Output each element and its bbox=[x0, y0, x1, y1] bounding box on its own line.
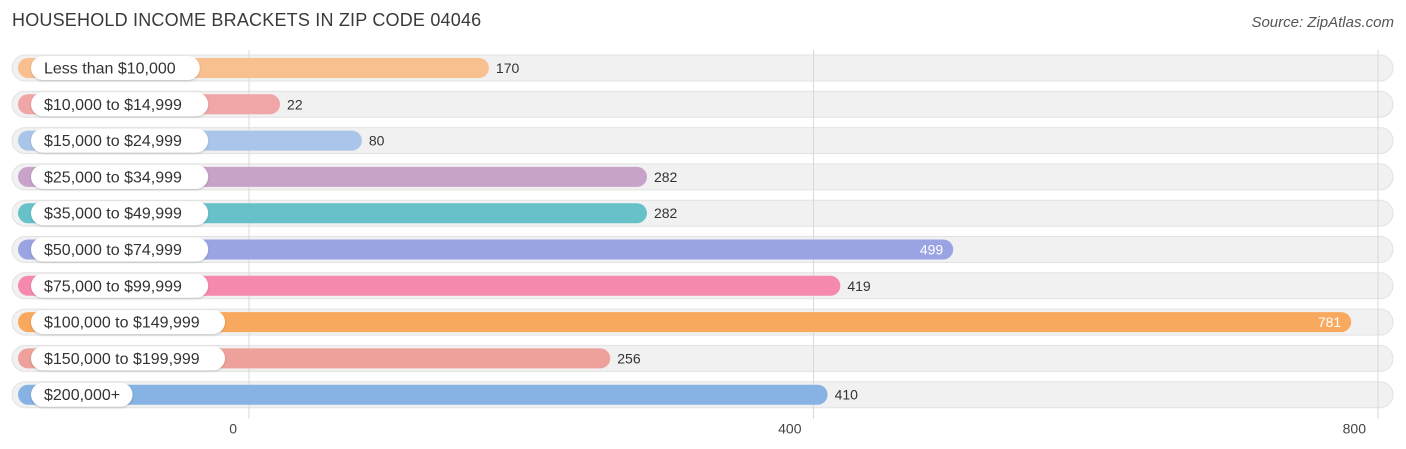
bar-group: $150,000 to $199,999 256 bbox=[18, 346, 641, 371]
source-note: Source: ZipAtlas.com bbox=[1251, 14, 1394, 31]
x-tick-label: 0 bbox=[229, 421, 237, 437]
category-pill bbox=[31, 92, 209, 117]
bar-group: $10,000 to $14,999 22 bbox=[18, 92, 303, 117]
bar bbox=[18, 239, 954, 260]
bar-group: $50,000 to $74,999 499 bbox=[18, 237, 954, 262]
bar-group: $75,000 to $99,999 419 bbox=[18, 273, 871, 298]
bar-group: $25,000 to $34,999 282 bbox=[18, 164, 678, 189]
bar-group: $35,000 to $49,999 282 bbox=[18, 201, 678, 226]
bar-group: $200,000+ 410 bbox=[18, 382, 859, 407]
value-label: 781 bbox=[1318, 314, 1342, 330]
category-label: $200,000+ bbox=[44, 387, 120, 404]
value-label: 282 bbox=[654, 169, 678, 185]
value-label: 282 bbox=[654, 205, 678, 221]
bar-group: Less than $10,000 170 bbox=[18, 56, 519, 80]
value-label: 22 bbox=[287, 96, 303, 112]
chart-title: HOUSEHOLD INCOME BRACKETS IN ZIP CODE 04… bbox=[12, 10, 482, 30]
value-label: 410 bbox=[835, 387, 859, 403]
category-pill bbox=[31, 56, 200, 80]
value-label: 419 bbox=[847, 278, 871, 294]
category-label: $10,000 to $14,999 bbox=[44, 97, 182, 114]
category-pill bbox=[31, 237, 209, 262]
category-label: $150,000 to $199,999 bbox=[44, 351, 200, 368]
x-tick-label: 400 bbox=[778, 421, 802, 437]
category-label: $50,000 to $74,999 bbox=[44, 242, 182, 259]
value-label: 170 bbox=[496, 60, 520, 76]
category-pill bbox=[31, 164, 209, 189]
category-pill bbox=[31, 128, 209, 153]
category-pill bbox=[31, 273, 209, 298]
bar bbox=[18, 275, 841, 296]
category-label: $15,000 to $24,999 bbox=[44, 133, 182, 150]
x-tick-label: 800 bbox=[1343, 421, 1367, 437]
category-label: Less than $10,000 bbox=[44, 61, 176, 78]
x-axis-ticks: 0 400 800 bbox=[229, 421, 1366, 437]
value-label: 256 bbox=[617, 350, 641, 366]
category-label: $75,000 to $99,999 bbox=[44, 278, 182, 295]
category-pill bbox=[31, 346, 225, 371]
bar bbox=[18, 312, 1352, 333]
bars: Less than $10,000 170 $10,000 to $14,999 22… bbox=[18, 56, 1352, 407]
category-pill bbox=[31, 310, 225, 335]
category-label: $35,000 to $49,999 bbox=[44, 206, 182, 223]
category-label: $25,000 to $34,999 bbox=[44, 169, 182, 186]
bar-group: $15,000 to $24,999 80 bbox=[18, 128, 385, 153]
bar bbox=[18, 384, 828, 405]
bar-group: $100,000 to $149,999 781 bbox=[18, 310, 1352, 335]
category-pill bbox=[31, 382, 133, 407]
value-label: 80 bbox=[369, 133, 385, 149]
value-label: 499 bbox=[920, 242, 944, 258]
category-label: $100,000 to $149,999 bbox=[44, 315, 200, 332]
category-pill bbox=[31, 201, 209, 226]
row-background bbox=[11, 90, 1394, 118]
